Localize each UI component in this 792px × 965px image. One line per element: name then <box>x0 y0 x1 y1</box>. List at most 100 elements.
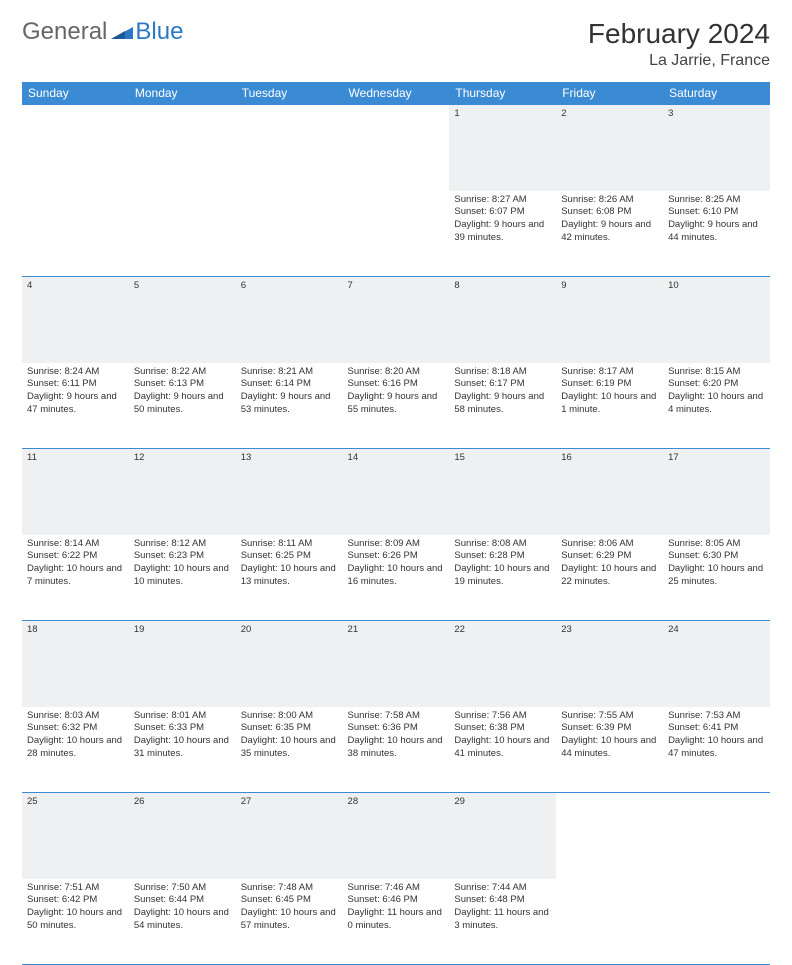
sunset-text: Sunset: 6:42 PM <box>27 894 124 907</box>
sunset-text: Sunset: 6:11 PM <box>27 378 124 391</box>
sunset-text: Sunset: 6:35 PM <box>241 722 338 735</box>
sunset-text: Sunset: 6:46 PM <box>348 894 445 907</box>
day-number-cell: 9 <box>556 277 663 363</box>
weekday-header: Tuesday <box>236 82 343 105</box>
daylight-text: Daylight: 10 hours and 31 minutes. <box>134 735 231 761</box>
sunrise-text: Sunrise: 8:24 AM <box>27 366 124 379</box>
daylight-text: Daylight: 9 hours and 44 minutes. <box>668 219 765 245</box>
day-number-cell: 1 <box>449 105 556 191</box>
day-number-cell: 3 <box>663 105 770 191</box>
sunrise-text: Sunrise: 8:09 AM <box>348 538 445 551</box>
daynum-row: 123 <box>22 105 770 191</box>
sunset-text: Sunset: 6:07 PM <box>454 206 551 219</box>
day-content-cell: Sunrise: 8:14 AMSunset: 6:22 PMDaylight:… <box>22 535 129 621</box>
day-content-cell: Sunrise: 8:25 AMSunset: 6:10 PMDaylight:… <box>663 191 770 277</box>
daylight-text: Daylight: 9 hours and 39 minutes. <box>454 219 551 245</box>
daylight-text: Daylight: 10 hours and 22 minutes. <box>561 563 658 589</box>
sunrise-text: Sunrise: 8:03 AM <box>27 710 124 723</box>
day-content-cell: Sunrise: 8:26 AMSunset: 6:08 PMDaylight:… <box>556 191 663 277</box>
day-content-cell: Sunrise: 7:46 AMSunset: 6:46 PMDaylight:… <box>343 879 450 965</box>
sunset-text: Sunset: 6:45 PM <box>241 894 338 907</box>
daylight-text: Daylight: 11 hours and 3 minutes. <box>454 907 551 933</box>
daylight-text: Daylight: 10 hours and 10 minutes. <box>134 563 231 589</box>
sunset-text: Sunset: 6:20 PM <box>668 378 765 391</box>
day-content-cell: Sunrise: 8:27 AMSunset: 6:07 PMDaylight:… <box>449 191 556 277</box>
day-number-cell: 26 <box>129 793 236 879</box>
daylight-text: Daylight: 9 hours and 58 minutes. <box>454 391 551 417</box>
day-number-cell <box>343 105 450 191</box>
day-content-cell: Sunrise: 8:09 AMSunset: 6:26 PMDaylight:… <box>343 535 450 621</box>
sunset-text: Sunset: 6:39 PM <box>561 722 658 735</box>
day-content-cell: Sunrise: 7:51 AMSunset: 6:42 PMDaylight:… <box>22 879 129 965</box>
sunset-text: Sunset: 6:23 PM <box>134 550 231 563</box>
day-content-cell: Sunrise: 8:20 AMSunset: 6:16 PMDaylight:… <box>343 363 450 449</box>
day-number-cell: 2 <box>556 105 663 191</box>
day-content-cell: Sunrise: 8:24 AMSunset: 6:11 PMDaylight:… <box>22 363 129 449</box>
sunrise-text: Sunrise: 8:27 AM <box>454 194 551 207</box>
day-content-cell: Sunrise: 7:48 AMSunset: 6:45 PMDaylight:… <box>236 879 343 965</box>
sunrise-text: Sunrise: 8:22 AM <box>134 366 231 379</box>
day-number-cell: 21 <box>343 621 450 707</box>
sunset-text: Sunset: 6:10 PM <box>668 206 765 219</box>
weekday-header: Friday <box>556 82 663 105</box>
sunset-text: Sunset: 6:13 PM <box>134 378 231 391</box>
day-content-cell: Sunrise: 7:55 AMSunset: 6:39 PMDaylight:… <box>556 707 663 793</box>
content-row: Sunrise: 8:24 AMSunset: 6:11 PM Daylight:… <box>22 363 770 449</box>
sunset-text: Sunset: 6:41 PM <box>668 722 765 735</box>
daylight-text: Daylight: 10 hours and 47 minutes. <box>668 735 765 761</box>
daynum-row: 2526272829 <box>22 793 770 879</box>
day-number-cell: 20 <box>236 621 343 707</box>
day-number-cell: 23 <box>556 621 663 707</box>
sunrise-text: Sunrise: 7:58 AM <box>348 710 445 723</box>
daylight-text: Daylight: 10 hours and 13 minutes. <box>241 563 338 589</box>
sunset-text: Sunset: 6:19 PM <box>561 378 658 391</box>
weekday-header: Sunday <box>22 82 129 105</box>
daylight-text: Daylight: 10 hours and 1 minute. <box>561 391 658 417</box>
weekday-header: Monday <box>129 82 236 105</box>
daylight-text: Daylight: 10 hours and 25 minutes. <box>668 563 765 589</box>
title-block: February 2024 La Jarrie, France <box>588 18 770 70</box>
day-number-cell: 15 <box>449 449 556 535</box>
calendar-body: 123Sunrise: 8:27 AMSunset: 6:07 PMDaylig… <box>22 105 770 965</box>
day-content-cell: Sunrise: 7:53 AMSunset: 6:41 PMDaylight:… <box>663 707 770 793</box>
sunset-text: Sunset: 6:17 PM <box>454 378 551 391</box>
day-number-cell: 16 <box>556 449 663 535</box>
weekday-header: Thursday <box>449 82 556 105</box>
sunrise-text: Sunrise: 7:50 AM <box>134 882 231 895</box>
logo-text-blue: Blue <box>135 18 183 46</box>
day-number-cell: 28 <box>343 793 450 879</box>
sunrise-text: Sunrise: 8:12 AM <box>134 538 231 551</box>
daylight-text: Daylight: 10 hours and 41 minutes. <box>454 735 551 761</box>
day-content-cell <box>343 191 450 277</box>
day-number-cell: 6 <box>236 277 343 363</box>
sunrise-text: Sunrise: 8:18 AM <box>454 366 551 379</box>
daylight-text: Daylight: 10 hours and 38 minutes. <box>348 735 445 761</box>
day-content-cell: Sunrise: 8:03 AMSunset: 6:32 PMDaylight:… <box>22 707 129 793</box>
daynum-row: 11121314151617 <box>22 449 770 535</box>
sunset-text: Sunset: 6:36 PM <box>348 722 445 735</box>
sunset-text: Sunset: 6:28 PM <box>454 550 551 563</box>
sunrise-text: Sunrise: 7:55 AM <box>561 710 658 723</box>
day-number-cell: 29 <box>449 793 556 879</box>
logo-mark-icon <box>111 18 133 46</box>
sunrise-text: Sunrise: 7:56 AM <box>454 710 551 723</box>
day-number-cell <box>556 793 663 879</box>
sunset-text: Sunset: 6:48 PM <box>454 894 551 907</box>
sunrise-text: Sunrise: 8:08 AM <box>454 538 551 551</box>
sunrise-text: Sunrise: 8:11 AM <box>241 538 338 551</box>
sunrise-text: Sunrise: 7:53 AM <box>668 710 765 723</box>
day-number-cell: 18 <box>22 621 129 707</box>
day-number-cell: 17 <box>663 449 770 535</box>
month-title: February 2024 <box>588 18 770 50</box>
weekday-header: Wednesday <box>343 82 450 105</box>
day-number-cell: 11 <box>22 449 129 535</box>
sunrise-text: Sunrise: 8:15 AM <box>668 366 765 379</box>
daylight-text: Daylight: 11 hours and 0 minutes. <box>348 907 445 933</box>
sunset-text: Sunset: 6:33 PM <box>134 722 231 735</box>
day-content-cell <box>236 191 343 277</box>
location: La Jarrie, France <box>588 52 770 70</box>
daynum-row: 18192021222324 <box>22 621 770 707</box>
sunset-text: Sunset: 6:26 PM <box>348 550 445 563</box>
sunset-text: Sunset: 6:32 PM <box>27 722 124 735</box>
day-number-cell: 5 <box>129 277 236 363</box>
